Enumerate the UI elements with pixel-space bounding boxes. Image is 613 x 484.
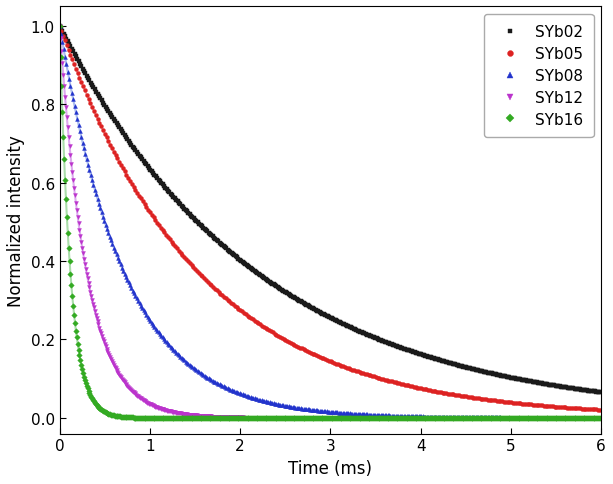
SYb16 [417, 415, 425, 421]
Line: SYb16: SYb16 [58, 25, 603, 420]
SYb02 [56, 24, 63, 30]
SYb05 [56, 24, 63, 30]
SYb16 [597, 415, 604, 421]
SYb16 [151, 415, 159, 421]
SYb12 [195, 413, 202, 419]
SYb12 [56, 24, 63, 30]
SYb12 [463, 415, 471, 421]
Y-axis label: Normalized intensity: Normalized intensity [7, 135, 25, 306]
SYb12 [597, 415, 604, 421]
SYb16 [56, 24, 63, 30]
SYb05 [546, 403, 553, 409]
SYb05 [511, 400, 519, 406]
SYb02 [121, 133, 128, 139]
SYb12 [301, 415, 308, 421]
SYb02 [446, 360, 454, 366]
Line: SYb12: SYb12 [58, 25, 603, 420]
Legend: SYb02, SYb05, SYb08, SYb12, SYb16: SYb02, SYb05, SYb08, SYb12, SYb16 [484, 15, 593, 138]
SYb02 [449, 361, 456, 367]
SYb08 [270, 401, 278, 407]
SYb05 [596, 407, 604, 413]
X-axis label: Time (ms): Time (ms) [288, 459, 372, 477]
SYb16 [463, 415, 471, 421]
SYb08 [596, 415, 604, 421]
SYb02 [396, 345, 403, 350]
SYb08 [56, 24, 63, 30]
SYb08 [121, 271, 128, 277]
SYb02 [232, 254, 240, 260]
Line: SYb08: SYb08 [58, 25, 602, 420]
SYb16 [375, 415, 382, 421]
SYb16 [301, 415, 308, 421]
SYb02 [270, 282, 278, 288]
SYb12 [375, 415, 382, 421]
SYb05 [58, 29, 65, 34]
SYb16 [195, 415, 202, 421]
SYb05 [387, 378, 394, 384]
Line: SYb02: SYb02 [58, 25, 602, 394]
SYb05 [376, 376, 383, 381]
SYb02 [596, 390, 604, 395]
SYb12 [417, 415, 425, 421]
SYb05 [378, 376, 385, 382]
SYb12 [151, 404, 159, 409]
SYb08 [232, 389, 240, 395]
Line: SYb05: SYb05 [58, 25, 602, 412]
SYb08 [449, 414, 456, 420]
SYb08 [446, 414, 454, 420]
SYb08 [396, 413, 403, 419]
